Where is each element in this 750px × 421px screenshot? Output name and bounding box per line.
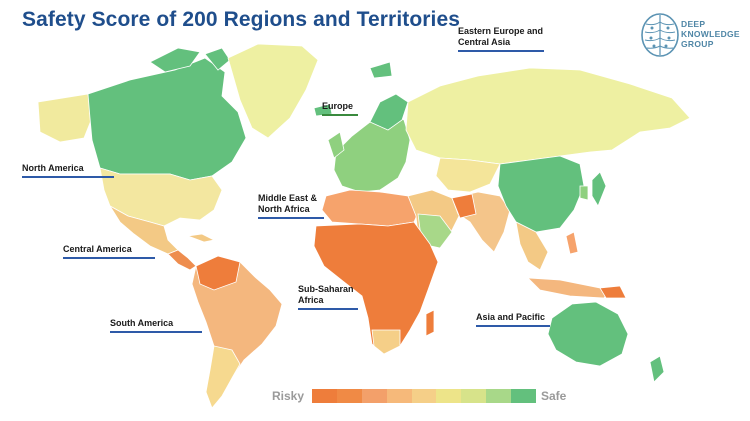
continent-europe [333, 111, 411, 193]
legend-swatch-6 [436, 389, 462, 403]
world-map [37, 43, 691, 409]
country-uk-ireland [327, 131, 345, 159]
country-greenland [227, 43, 319, 139]
logo-text-deep: DEEP [681, 19, 706, 29]
country-russia [405, 67, 691, 165]
country-south-africa [371, 329, 401, 355]
country-indonesia [526, 277, 611, 299]
legend-swatch-3 [361, 389, 387, 403]
label-sub-saharan-africa: Sub-Saharan Africa [298, 284, 358, 310]
country-alaska [37, 93, 93, 143]
svalbard-islands [369, 61, 393, 79]
legend-safe-label: Safe [541, 389, 567, 403]
label-asia-pacific: Asia and Pacific [476, 312, 550, 327]
country-madagascar [425, 309, 435, 337]
legend-swatch-9 [511, 389, 537, 403]
legend-swatch-4 [386, 389, 412, 403]
legend-swatch-1 [312, 389, 337, 403]
legend-swatch-2 [336, 389, 362, 403]
logo: DEEP KNOWLEDGE GROUP [640, 12, 740, 58]
safety-legend: Risky Safe [272, 387, 572, 407]
legend-swatch-5 [411, 389, 437, 403]
label-south-america: South America [110, 318, 202, 333]
label-north-america: North America [22, 163, 114, 178]
caribbean-islands [187, 233, 216, 243]
country-korea [579, 185, 589, 201]
north-africa [321, 189, 421, 227]
brain-logo-icon [641, 13, 679, 57]
country-china [497, 155, 585, 233]
country-chile-argentina [205, 345, 241, 409]
country-philippines [565, 231, 579, 255]
central-asia [435, 157, 501, 193]
legend-color-scale [312, 389, 537, 403]
legend-risky-label: Risky [272, 389, 305, 403]
country-japan [591, 171, 607, 207]
label-central-america: Central America [63, 244, 155, 259]
label-eastern-europe-central-asia: Eastern Europe and Central Asia [458, 26, 544, 52]
logo-text-knowledge: KNOWLEDGE [681, 29, 740, 39]
country-afghanistan-pakistan [451, 193, 477, 219]
country-australia [547, 301, 629, 367]
country-papua-new-guinea [599, 285, 627, 299]
southeast-asia [515, 221, 549, 271]
logo-text-group: GROUP [681, 39, 714, 49]
country-venezuela-colombia [195, 255, 241, 291]
legend-swatch-8 [486, 389, 512, 403]
legend-swatch-7 [461, 389, 487, 403]
central-america [167, 249, 197, 271]
label-middle-east-north-africa: Middle East & North Africa [258, 193, 324, 219]
label-europe: Europe [322, 101, 358, 116]
continent-sub-saharan-africa [313, 221, 439, 355]
country-canada [87, 57, 247, 181]
page-title: Safety Score of 200 Regions and Territor… [22, 8, 461, 31]
country-new-zealand [649, 355, 665, 383]
